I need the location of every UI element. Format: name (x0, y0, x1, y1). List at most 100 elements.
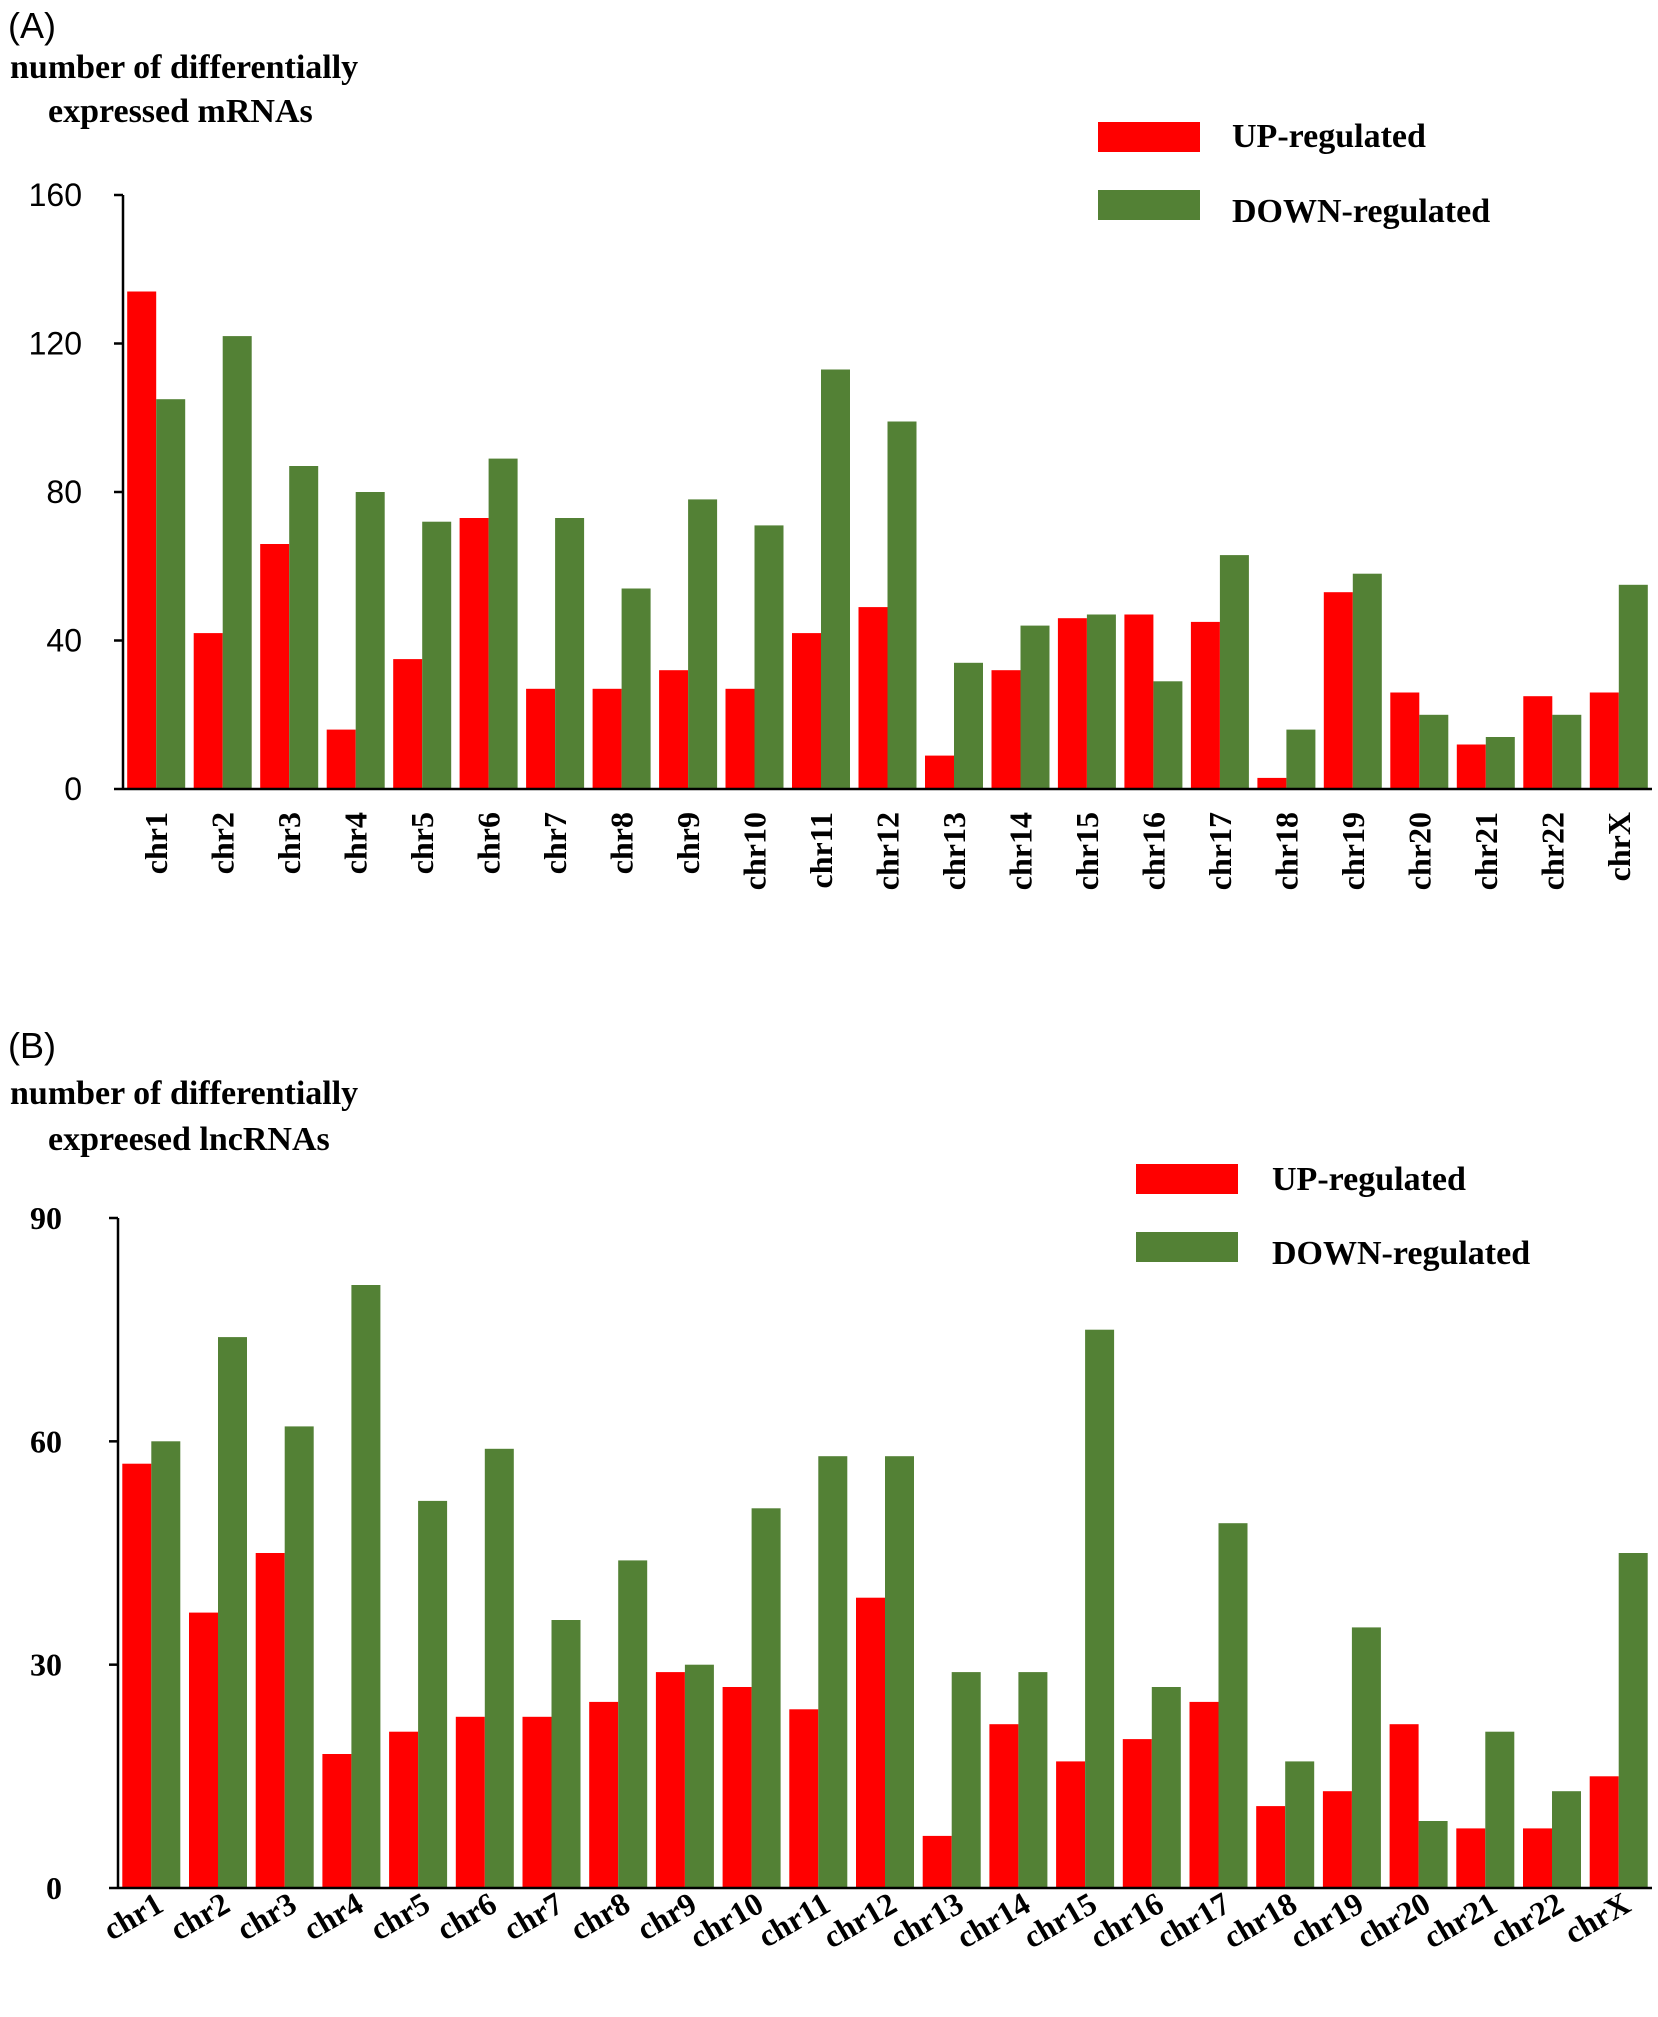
legend-a: UP-regulated DOWN-regulated (1098, 118, 1490, 230)
x-tick-label-a-chr11: chr11 (803, 812, 839, 888)
y-tick-label-a-40: 40 (46, 623, 82, 659)
bar-b-up-chr10 (722, 1687, 752, 1888)
x-tick-label-a-chr17: chr17 (1202, 812, 1238, 890)
panel-label-a: (A) (8, 5, 56, 46)
bar-b-down-chr20 (1418, 1821, 1448, 1888)
bar-a-up-chr9 (659, 670, 689, 789)
y-tick-label-b-30: 30 (30, 1647, 62, 1683)
x-tick-label-a-chr6: chr6 (471, 812, 507, 874)
x-tick-label-b-chr6: chr6 (430, 1885, 502, 1947)
bar-a-down-chr6 (488, 458, 518, 789)
bar-b-up-chr9 (655, 1672, 685, 1888)
x-tick-label-a-chr3: chr3 (271, 812, 307, 874)
bar-b-up-chr18 (1256, 1806, 1286, 1888)
bar-b-up-chr1 (122, 1463, 152, 1888)
bar-a-up-chr13 (925, 755, 954, 789)
bar-b-up-chr12 (856, 1597, 885, 1888)
legend-a-swatch-up (1098, 122, 1200, 152)
legend-b-swatch-down (1136, 1232, 1238, 1262)
panel-label-b: (B) (8, 1025, 56, 1066)
bar-b-down-chr17 (1218, 1523, 1248, 1888)
legend-b-label-down: DOWN-regulated (1272, 1235, 1530, 1272)
x-tick-label-a-chr10: chr10 (737, 812, 773, 890)
x-tick-label-a-chr14: chr14 (1003, 812, 1039, 890)
legend-b-swatch-up (1136, 1164, 1238, 1194)
bar-a-up-chr5 (393, 659, 423, 789)
bar-b-up-chr5 (389, 1731, 419, 1888)
bar-b-down-chr21 (1485, 1731, 1515, 1888)
x-tick-label-a-chrX: chrX (1601, 812, 1637, 881)
bar-b-up-chrX (1589, 1776, 1619, 1888)
legend-a-label-down: DOWN-regulated (1232, 193, 1490, 230)
bar-b-down-chr8 (618, 1560, 648, 1888)
x-tick-label-b-chr3: chr3 (230, 1885, 302, 1947)
x-tick-label-a-chr20: chr20 (1401, 812, 1437, 890)
bar-b-up-chr16 (1122, 1739, 1152, 1888)
bar-b-down-chr22 (1552, 1791, 1581, 1888)
bar-a-up-chr18 (1257, 777, 1287, 789)
x-tick-label-a-chr21: chr21 (1468, 812, 1504, 890)
bar-b-down-chrX (1618, 1553, 1648, 1888)
bar-a-up-chrX (1589, 692, 1619, 789)
bar-b-up-chr11 (789, 1709, 819, 1888)
bar-b-down-chr16 (1151, 1687, 1181, 1888)
bar-b-up-chr4 (322, 1754, 352, 1888)
x-tick-label-a-chr15: chr15 (1069, 812, 1105, 890)
x-tick-label-b-chr22: chr22 (1484, 1885, 1570, 1955)
bar-a-down-chr16 (1153, 681, 1183, 789)
bar-b-up-chr21 (1456, 1828, 1486, 1888)
bar-b-up-chr15 (1056, 1761, 1086, 1888)
bar-b-up-chr3 (255, 1553, 285, 1888)
plot-area-b: chr1chr2chr3chr4chr5chr6chr7chr8chr9chr1… (30, 1200, 1652, 1955)
y-tick-label-b-60: 60 (30, 1423, 62, 1459)
bar-a-down-chr2 (222, 336, 252, 789)
bar-b-up-chr7 (522, 1716, 552, 1888)
bar-b-down-chr4 (351, 1285, 381, 1888)
bar-b-down-chr13 (951, 1672, 981, 1888)
x-tick-label-b-chr1: chr1 (97, 1885, 169, 1947)
bar-a-down-chr17 (1219, 555, 1249, 789)
bar-a-up-chr21 (1456, 744, 1486, 789)
x-tick-label-a-chr19: chr19 (1335, 812, 1371, 890)
bar-b-up-chr8 (589, 1701, 619, 1888)
bar-b-down-chr7 (551, 1620, 581, 1888)
x-tick-label-a-chr1: chr1 (138, 812, 174, 874)
y-tick-label-b-90: 90 (30, 1200, 62, 1236)
bar-b-up-chr14 (989, 1724, 1019, 1888)
bar-a-up-chr14 (991, 670, 1021, 789)
bar-a-up-chr17 (1190, 621, 1220, 789)
legend-a-swatch-down (1098, 190, 1200, 220)
bar-a-down-chr9 (688, 499, 718, 789)
bar-a-up-chr11 (792, 633, 821, 789)
legend-a-label-up: UP-regulated (1232, 118, 1426, 155)
bar-b-down-chr9 (684, 1664, 714, 1888)
x-tick-label-b-chr2: chr2 (164, 1885, 236, 1947)
bar-a-up-chr3 (260, 544, 290, 789)
legend-b: UP-regulated DOWN-regulated (1136, 1161, 1530, 1272)
bar-a-down-chr10 (754, 525, 784, 789)
bar-b-down-chr14 (1018, 1672, 1048, 1888)
bar-a-down-chr5 (422, 521, 452, 789)
x-tick-label-a-chr9: chr9 (670, 812, 706, 874)
y-tick-label-a-80: 80 (46, 474, 82, 510)
bar-a-down-chr12 (887, 421, 917, 789)
y-axis-label-b-line1: number of differentially (10, 1075, 358, 1112)
x-tick-label-b-chr4: chr4 (297, 1885, 369, 1947)
bar-a-down-chr22 (1552, 714, 1582, 790)
bar-b-down-chr12 (885, 1456, 914, 1888)
x-tick-label-a-chr16: chr16 (1135, 812, 1171, 890)
x-tick-label-a-chr12: chr12 (870, 812, 906, 890)
x-tick-label-a-chr5: chr5 (404, 812, 440, 874)
bar-b-down-chr19 (1351, 1627, 1381, 1888)
bar-b-down-chr18 (1285, 1761, 1315, 1888)
bar-a-up-chr10 (725, 688, 755, 789)
bar-a-down-chr15 (1086, 614, 1116, 789)
bar-a-down-chr11 (821, 369, 850, 789)
bar-a-up-chr15 (1057, 618, 1087, 789)
y-axis-label-b-line2: expreesed lncRNAs (48, 1121, 330, 1158)
x-tick-label-b-chrX: chrX (1558, 1885, 1636, 1951)
x-tick-label-b-chr8: chr8 (564, 1885, 636, 1947)
bar-b-down-chr15 (1085, 1329, 1115, 1888)
x-tick-label-a-chr18: chr18 (1268, 812, 1304, 890)
